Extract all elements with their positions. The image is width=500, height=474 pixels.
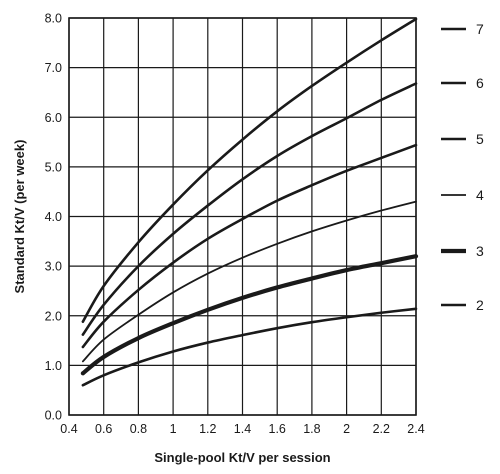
x-axis-label: Single-pool Kt/V per session	[154, 450, 330, 465]
plot-frame	[68, 17, 417, 416]
series-line-3	[80, 254, 419, 376]
x-tick-label: 2.4	[407, 422, 424, 436]
series-line-6	[81, 82, 418, 336]
x-tick-label: 0.6	[95, 422, 112, 436]
y-tick-label: 8.0	[45, 12, 62, 26]
y-tick-label: 5.0	[45, 160, 62, 174]
y-tick-label: 2.0	[45, 309, 62, 323]
x-tick-label: 1.2	[199, 422, 216, 436]
grid	[68, 17, 417, 416]
x-tick-label: 0.4	[60, 422, 77, 436]
legend-label-2: 2	[476, 297, 484, 313]
y-tick-label: 6.0	[45, 111, 62, 125]
x-tick-label: 2	[343, 422, 350, 436]
y-tick-label: 4.0	[45, 210, 62, 224]
legend: 7 6 5 4 3 2	[441, 21, 484, 313]
x-tick-label: 1.4	[234, 422, 251, 436]
y-tick-labels: 0.0 1.0 2.0 3.0 4.0 5.0 6.0 7.0 8.0	[45, 12, 62, 423]
series-line-7	[81, 17, 418, 323]
x-tick-label: 1.6	[269, 422, 286, 436]
y-tick-label: 0.0	[45, 409, 62, 423]
legend-label-4: 4	[476, 187, 484, 203]
series-lines	[80, 17, 419, 387]
series-line-5	[81, 143, 418, 349]
x-tick-label: 2.2	[373, 422, 390, 436]
series-line-2	[81, 307, 418, 387]
x-tick-label: 1.8	[303, 422, 320, 436]
y-tick-label: 3.0	[45, 260, 62, 274]
legend-label-6: 6	[476, 75, 484, 91]
x-tick-labels: 0.4 0.6 0.8 1 1.2 1.4 1.6 1.8 2 2.2 2.4	[60, 422, 424, 436]
x-tick-label: 0.8	[130, 422, 147, 436]
legend-label-7: 7	[476, 21, 484, 37]
y-axis-label: Standard Kt/V (per week)	[12, 140, 27, 294]
legend-label-3: 3	[476, 243, 484, 259]
y-tick-label: 7.0	[45, 61, 62, 75]
series-line-4	[81, 200, 417, 363]
x-tick-label: 1	[170, 422, 177, 436]
legend-label-5: 5	[476, 131, 484, 147]
y-tick-label: 1.0	[45, 359, 62, 373]
